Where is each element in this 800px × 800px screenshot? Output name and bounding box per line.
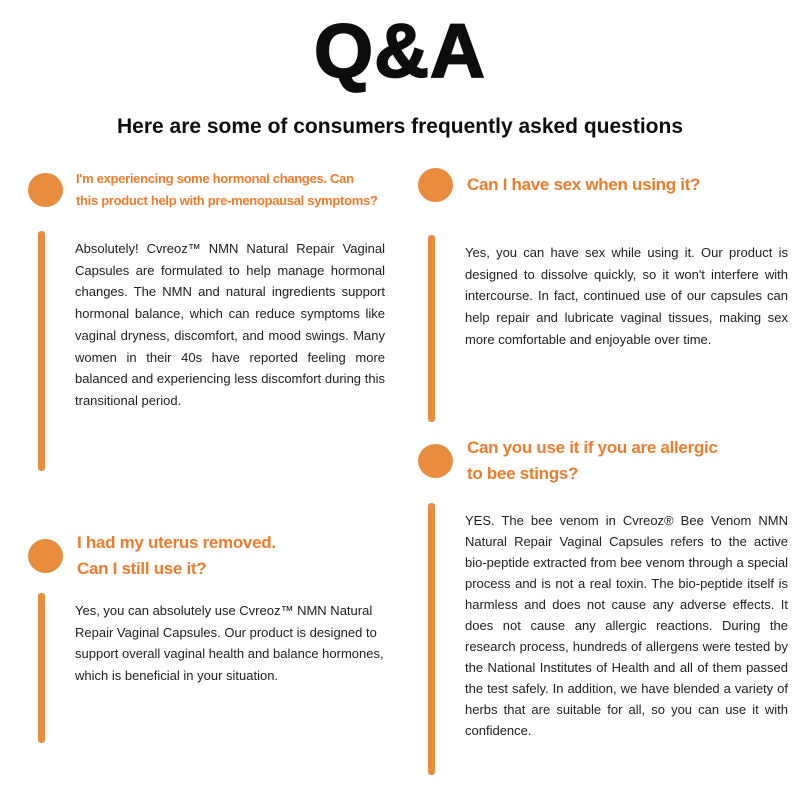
page-subtitle: Here are some of consumers frequently as… xyxy=(116,115,684,138)
question-block-sex-during-use: Can I have sex when using it? xyxy=(418,168,798,202)
question-block-hormonal-changes: I'm experiencing some hormonal changes. … xyxy=(28,168,412,212)
answer-block-bee-sting-allergy: YES. The bee venom in Cvreoz® Bee Venom … xyxy=(418,503,798,775)
question-bullet-icon xyxy=(28,173,63,207)
question-block-uterus-removed: I had my uterus removed. Can I still use… xyxy=(28,530,412,582)
question-bullet-icon xyxy=(418,444,453,478)
question-bullet-icon xyxy=(28,539,63,573)
answer-block-uterus-removed: Yes, you can absolutely use Cvreoz™ NMN … xyxy=(28,593,412,743)
question-text: Can I have sex when using it? xyxy=(467,175,701,194)
left-column: I'm experiencing some hormonal changes. … xyxy=(28,168,412,775)
answer-block-hormonal-changes: Absolutely! Cvreoz™ NMN Natural Repair V… xyxy=(28,231,412,471)
right-column: Can I have sex when using it? Yes, you c… xyxy=(418,168,798,775)
question-text: Can you use it if you are allergic to be… xyxy=(467,438,718,483)
answer-accent-bar xyxy=(38,593,45,743)
answer-accent-bar xyxy=(428,503,435,775)
answer-text: Yes, you can absolutely use Cvreoz™ NMN … xyxy=(75,603,384,684)
question-bullet-icon xyxy=(418,168,453,202)
answer-accent-bar xyxy=(428,235,435,422)
answer-text: YES. The bee venom in Cvreoz® Bee Venom … xyxy=(465,513,788,738)
question-block-bee-sting-allergy: Can you use it if you are allergic to be… xyxy=(418,435,798,487)
answer-text: Absolutely! Cvreoz™ NMN Natural Repair V… xyxy=(75,241,385,408)
question-text: I'm experiencing some hormonal changes. … xyxy=(76,171,378,208)
qa-columns: I'm experiencing some hormonal changes. … xyxy=(28,168,800,775)
answer-block-sex-during-use: Yes, you can have sex while using it. Ou… xyxy=(418,235,798,422)
answer-accent-bar xyxy=(38,231,45,471)
answer-text: Yes, you can have sex while using it. Ou… xyxy=(465,245,788,347)
question-text: I had my uterus removed. Can I still use… xyxy=(77,533,276,578)
page-title: Q&A xyxy=(313,9,486,95)
